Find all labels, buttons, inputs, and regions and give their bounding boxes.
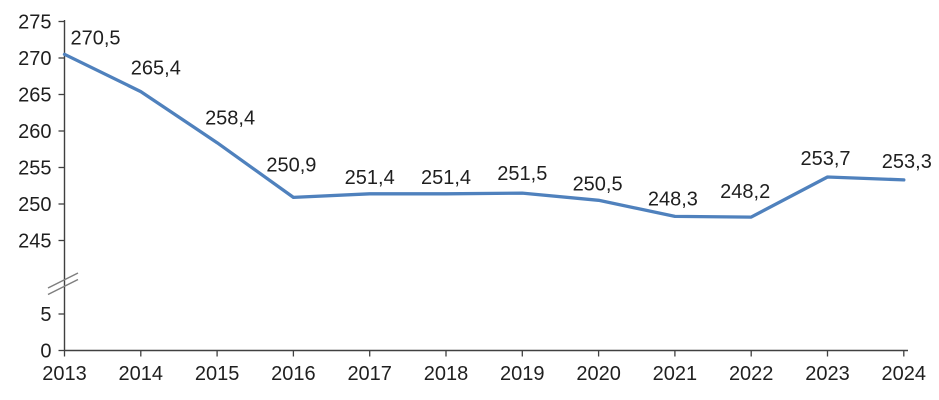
x-tick-label: 2022 [729, 363, 774, 385]
y-tick-label: 245 [18, 231, 51, 253]
axis-break-icon [47, 272, 79, 289]
x-tick-label: 2018 [424, 363, 469, 385]
axis-break-icon [47, 278, 79, 296]
data-series-line [62, 52, 906, 219]
data-label: 250,9 [266, 154, 316, 176]
x-tick-label: 2019 [500, 363, 545, 385]
data-label: 250,5 [573, 173, 623, 195]
y-tick-label: 265 [18, 85, 51, 107]
x-tick-label: 2020 [576, 363, 621, 385]
data-label: 258,4 [205, 108, 255, 130]
x-tick-label: 2015 [195, 363, 240, 385]
y-tick-label: 260 [18, 121, 51, 143]
x-tick-label: 2021 [653, 363, 698, 385]
data-label: 253,3 [882, 151, 932, 173]
x-tick-label: 2016 [271, 363, 316, 385]
data-label: 248,3 [648, 188, 698, 210]
y-tick-label: 255 [18, 158, 51, 180]
y-tick-label: 275 [18, 12, 51, 34]
x-tick-label: 2013 [42, 363, 87, 385]
y-tick-label: 0 [40, 341, 51, 363]
x-tick-label: 2024 [882, 363, 927, 385]
y-tick-label: 250 [18, 194, 51, 216]
data-label: 251,5 [497, 163, 547, 185]
data-label: 251,4 [421, 167, 471, 189]
data-label: 253,7 [800, 148, 850, 170]
x-tick-label: 2014 [119, 363, 164, 385]
x-tick-label: 2023 [805, 363, 850, 385]
data-label: 265,4 [131, 58, 181, 80]
x-tick-label: 2017 [347, 363, 392, 385]
y-tick-label: 270 [18, 48, 51, 70]
data-label: 251,4 [345, 167, 395, 189]
data-label: 270,5 [70, 27, 120, 49]
data-label: 248,2 [720, 181, 770, 203]
y-tick-label: 5 [40, 304, 51, 326]
